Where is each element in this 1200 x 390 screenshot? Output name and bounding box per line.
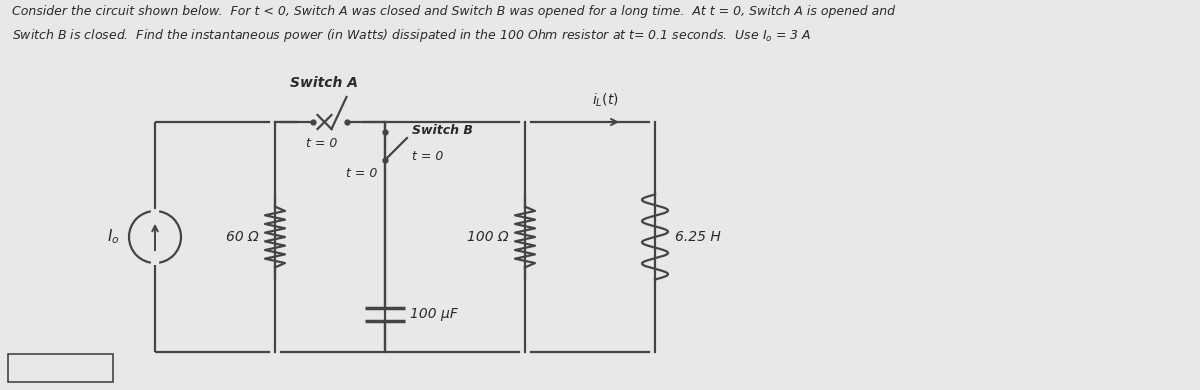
Text: 60 Ω: 60 Ω [227,230,259,244]
Text: Switch B: Switch B [412,124,473,137]
Text: t = 0: t = 0 [412,150,443,163]
Text: $I_o$: $I_o$ [108,228,120,246]
Text: 100 μF: 100 μF [410,307,458,321]
Text: 6.25 H: 6.25 H [674,230,721,244]
Text: Switch B is closed.  Find the instantaneous power (in Watts) dissipated in the 1: Switch B is closed. Find the instantaneo… [12,27,811,44]
FancyBboxPatch shape [8,354,113,382]
Text: t = 0: t = 0 [306,137,338,150]
Text: 100 Ω: 100 Ω [467,230,509,244]
Text: Consider the circuit shown below.  For t < 0, Switch A was closed and Switch B w: Consider the circuit shown below. For t … [12,5,895,18]
Text: $i_L(t)$: $i_L(t)$ [592,92,618,109]
Text: Switch A: Switch A [289,76,358,90]
Text: t = 0: t = 0 [346,167,377,180]
